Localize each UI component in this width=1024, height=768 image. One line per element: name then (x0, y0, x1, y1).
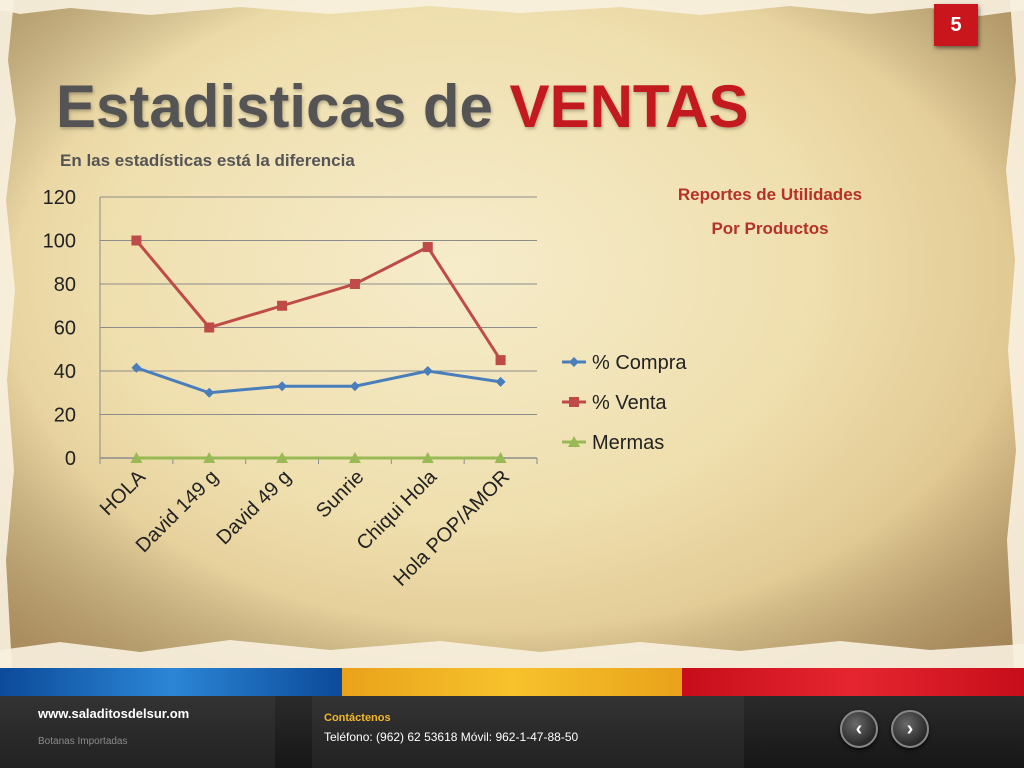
website-link[interactable]: www.saladitosdelsur.om (38, 706, 190, 721)
data-point-venta (495, 355, 506, 366)
page-number: 5 (950, 13, 962, 36)
previous-slide-button[interactable]: ‹ (840, 710, 878, 748)
page-title: Estadisticas de VENTAS (56, 72, 748, 141)
data-point-venta (277, 300, 288, 311)
data-point-venta (422, 242, 433, 253)
data-point-compra (495, 376, 506, 387)
data-point-compra (204, 387, 215, 398)
title-accent: VENTAS (509, 73, 749, 140)
data-point-venta (204, 322, 215, 333)
title-main: Estadisticas de (56, 73, 510, 140)
y-tick-label: 100 (43, 231, 76, 253)
legend-marker-venta (569, 397, 579, 407)
tagline: Botanas Importadas (38, 736, 128, 747)
page-number-badge: 5 (934, 4, 978, 46)
footer-panel-left (0, 696, 275, 768)
side-heading-line2: Por Productos (711, 219, 829, 238)
contact-label: Contáctenos (324, 712, 391, 724)
data-point-mermas (421, 452, 434, 463)
page-subtitle: En las estadísticas está la diferencia (60, 151, 355, 170)
side-heading-line1: Reportes de Utilidades (677, 185, 863, 204)
data-point-compra (277, 381, 288, 392)
data-point-mermas (276, 452, 289, 463)
x-tick-label: Sunrie (312, 466, 368, 522)
legend-marker-compra (569, 357, 579, 367)
y-tick-label: 20 (54, 405, 76, 427)
chevron-right-icon: › (906, 717, 914, 740)
legend-marker-mermas (568, 436, 580, 447)
y-tick-label: 60 (54, 318, 76, 340)
series-line-venta (135, 239, 502, 361)
data-point-compra (131, 362, 142, 373)
color-stripe-blue (0, 668, 342, 696)
data-point-compra (422, 366, 433, 376)
y-tick-label: 40 (54, 361, 76, 383)
next-slide-button[interactable]: › (891, 710, 929, 748)
legend-label-mermas: Mermas (592, 432, 664, 454)
footer-bar: www.saladitosdelsur.om Botanas Importada… (0, 696, 1024, 768)
data-point-mermas (130, 452, 143, 463)
color-stripe-red (682, 668, 1024, 696)
data-point-compra (349, 381, 360, 392)
legend-label-compra: % Compra (592, 352, 687, 374)
footer-panel-center (312, 696, 744, 768)
data-point-mermas (203, 452, 216, 463)
y-tick-label: 80 (54, 274, 76, 296)
data-point-venta (131, 235, 142, 246)
contact-text: Teléfono: (962) 62 53618 Móvil: 962-1-47… (324, 730, 579, 744)
data-point-mermas (348, 452, 361, 463)
slide-canvas: 5 Estadisticas de VENTAS En las estadíst… (0, 0, 1024, 668)
series-line-compra (135, 366, 501, 395)
chevron-left-icon: ‹ (855, 717, 863, 740)
color-stripe-yellow (342, 668, 682, 696)
data-point-venta (349, 279, 360, 289)
legend-label-venta: % Venta (592, 392, 667, 414)
y-tick-label: 0 (65, 448, 76, 470)
x-tick-label: David 49 g (212, 466, 295, 549)
data-point-mermas (494, 452, 507, 463)
x-tick-label: HOLA (96, 466, 151, 521)
y-tick-label: 120 (43, 187, 76, 209)
